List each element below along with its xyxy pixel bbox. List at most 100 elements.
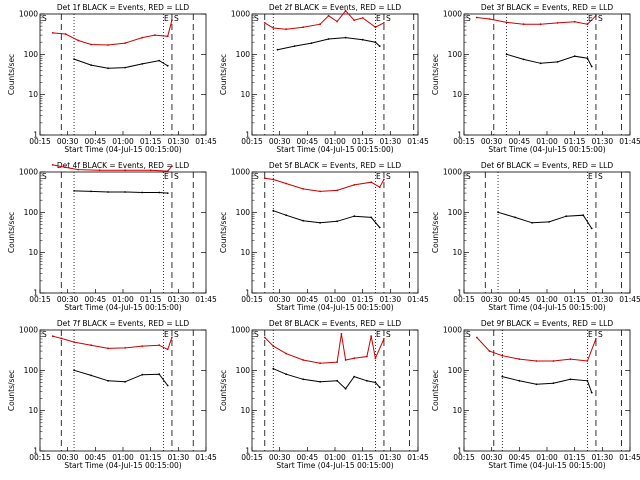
x-tick-label: 00:45 xyxy=(509,453,531,462)
end-flag: E xyxy=(376,330,381,339)
lld-point xyxy=(60,337,63,340)
x-tick-label: 01:30 xyxy=(168,295,190,304)
events-point xyxy=(73,190,75,192)
end-flag: E xyxy=(164,172,169,181)
lld-point xyxy=(366,355,368,358)
y-tick-label: 1 xyxy=(457,447,462,456)
lld-series-line xyxy=(476,15,597,25)
chart-title: Det 1f BLACK = Events, RED = LLD xyxy=(57,3,190,12)
y-tick-label: 10 xyxy=(452,90,462,99)
events-point xyxy=(158,59,161,62)
events-point xyxy=(590,227,593,230)
lld-point xyxy=(475,336,478,339)
y-axis-label: Counts/sec xyxy=(7,370,16,411)
x-tick-label: 01:15 xyxy=(140,453,162,462)
y-tick-label: 1 xyxy=(245,289,250,298)
events-point xyxy=(141,63,144,65)
x-tick-label: 01:00 xyxy=(536,137,558,146)
y-tick-label: 100 xyxy=(236,208,251,217)
y-tick-label: 10 xyxy=(28,248,38,257)
y-tick-label: 10 xyxy=(28,90,38,99)
lld-point xyxy=(361,17,364,19)
lld-point xyxy=(353,357,356,360)
y-tick-label: 1 xyxy=(245,131,250,140)
x-tick-label: 00:45 xyxy=(509,295,531,304)
lld-point xyxy=(374,26,377,29)
events-point xyxy=(276,48,279,51)
lld-point xyxy=(319,362,321,365)
events-point xyxy=(569,378,572,381)
lld-point xyxy=(539,23,542,26)
x-tick-label: 00:45 xyxy=(85,453,107,462)
events-point xyxy=(573,55,576,58)
lld-point xyxy=(319,23,321,26)
lld-point xyxy=(518,358,521,360)
end-flag: E xyxy=(164,14,169,23)
lld-point xyxy=(90,344,92,347)
events-point xyxy=(166,192,169,194)
chart-panel-8: Det 8f BLACK = Events, RED = LLD 1 10 100 10… xyxy=(219,319,429,470)
chart-panel-2: Det 2f BLACK = Events, RED = LLD 1 10 100 10… xyxy=(219,3,429,154)
x-tick-label: 00:30 xyxy=(57,453,79,462)
end-flag: E xyxy=(588,14,593,23)
lld-point xyxy=(370,181,373,184)
start-flag-left: S xyxy=(466,172,471,181)
x-tick-label: 00:30 xyxy=(481,295,503,304)
events-point xyxy=(501,375,504,378)
events-point xyxy=(344,387,347,390)
lld-point xyxy=(595,338,597,340)
y-tick-label: 100 xyxy=(236,366,251,375)
lld-point xyxy=(556,22,559,24)
events-point xyxy=(319,380,321,383)
x-tick-label: 00:45 xyxy=(297,137,319,146)
lld-point xyxy=(158,344,161,347)
lld-point xyxy=(327,14,330,17)
events-point xyxy=(272,367,275,370)
lld-point xyxy=(272,27,275,29)
lld-point xyxy=(302,188,304,190)
start-flag-left: S xyxy=(254,330,259,339)
events-point xyxy=(73,58,75,60)
events-point xyxy=(319,221,321,224)
end-flag: E xyxy=(164,330,169,339)
events-point xyxy=(353,215,356,218)
events-point xyxy=(378,386,381,389)
start-flag-right: S xyxy=(598,172,603,181)
y-axis-label: Counts/sec xyxy=(431,212,440,253)
x-tick-label: 00:45 xyxy=(297,453,319,462)
events-point xyxy=(344,36,347,39)
x-tick-label: 00:45 xyxy=(85,137,107,146)
events-point xyxy=(166,64,169,67)
lld-point xyxy=(353,19,356,22)
x-tick-label: 00:30 xyxy=(481,453,503,462)
y-tick-label: 1 xyxy=(457,289,462,298)
events-point xyxy=(535,383,538,386)
x-tick-label: 01:00 xyxy=(112,453,134,462)
start-flag-left: S xyxy=(466,14,471,23)
lld-point xyxy=(344,359,347,361)
y-tick-label: 10 xyxy=(452,248,462,257)
start-flag-right: S xyxy=(598,330,603,339)
events-point xyxy=(514,216,516,219)
lld-point xyxy=(383,22,385,24)
events-point xyxy=(370,216,373,219)
y-tick-label: 10 xyxy=(28,406,38,415)
events-point xyxy=(522,58,525,61)
start-flag-left: S xyxy=(254,14,259,23)
y-tick-label: 100 xyxy=(24,50,39,59)
x-tick-label: 00:30 xyxy=(481,137,503,146)
events-point xyxy=(124,191,126,193)
start-flag-right: S xyxy=(598,14,603,23)
chart-panel-5: Det 5f BLACK = Events, RED = LLD 1 10 100 10… xyxy=(219,161,429,312)
lld-point xyxy=(73,341,75,343)
y-tick-label: 1000 xyxy=(19,326,38,335)
x-tick-label: 00:15 xyxy=(453,453,475,462)
lld-point xyxy=(51,164,54,166)
x-axis-label: Start Time (04-Jul-15 00:15:00) xyxy=(488,461,605,470)
y-axis-label: Counts/sec xyxy=(431,370,440,411)
lld-series-line xyxy=(52,164,173,172)
lld-point xyxy=(77,168,80,171)
x-tick-label: 00:45 xyxy=(509,137,531,146)
y-tick-label: 100 xyxy=(24,366,39,375)
events-point xyxy=(586,57,589,60)
